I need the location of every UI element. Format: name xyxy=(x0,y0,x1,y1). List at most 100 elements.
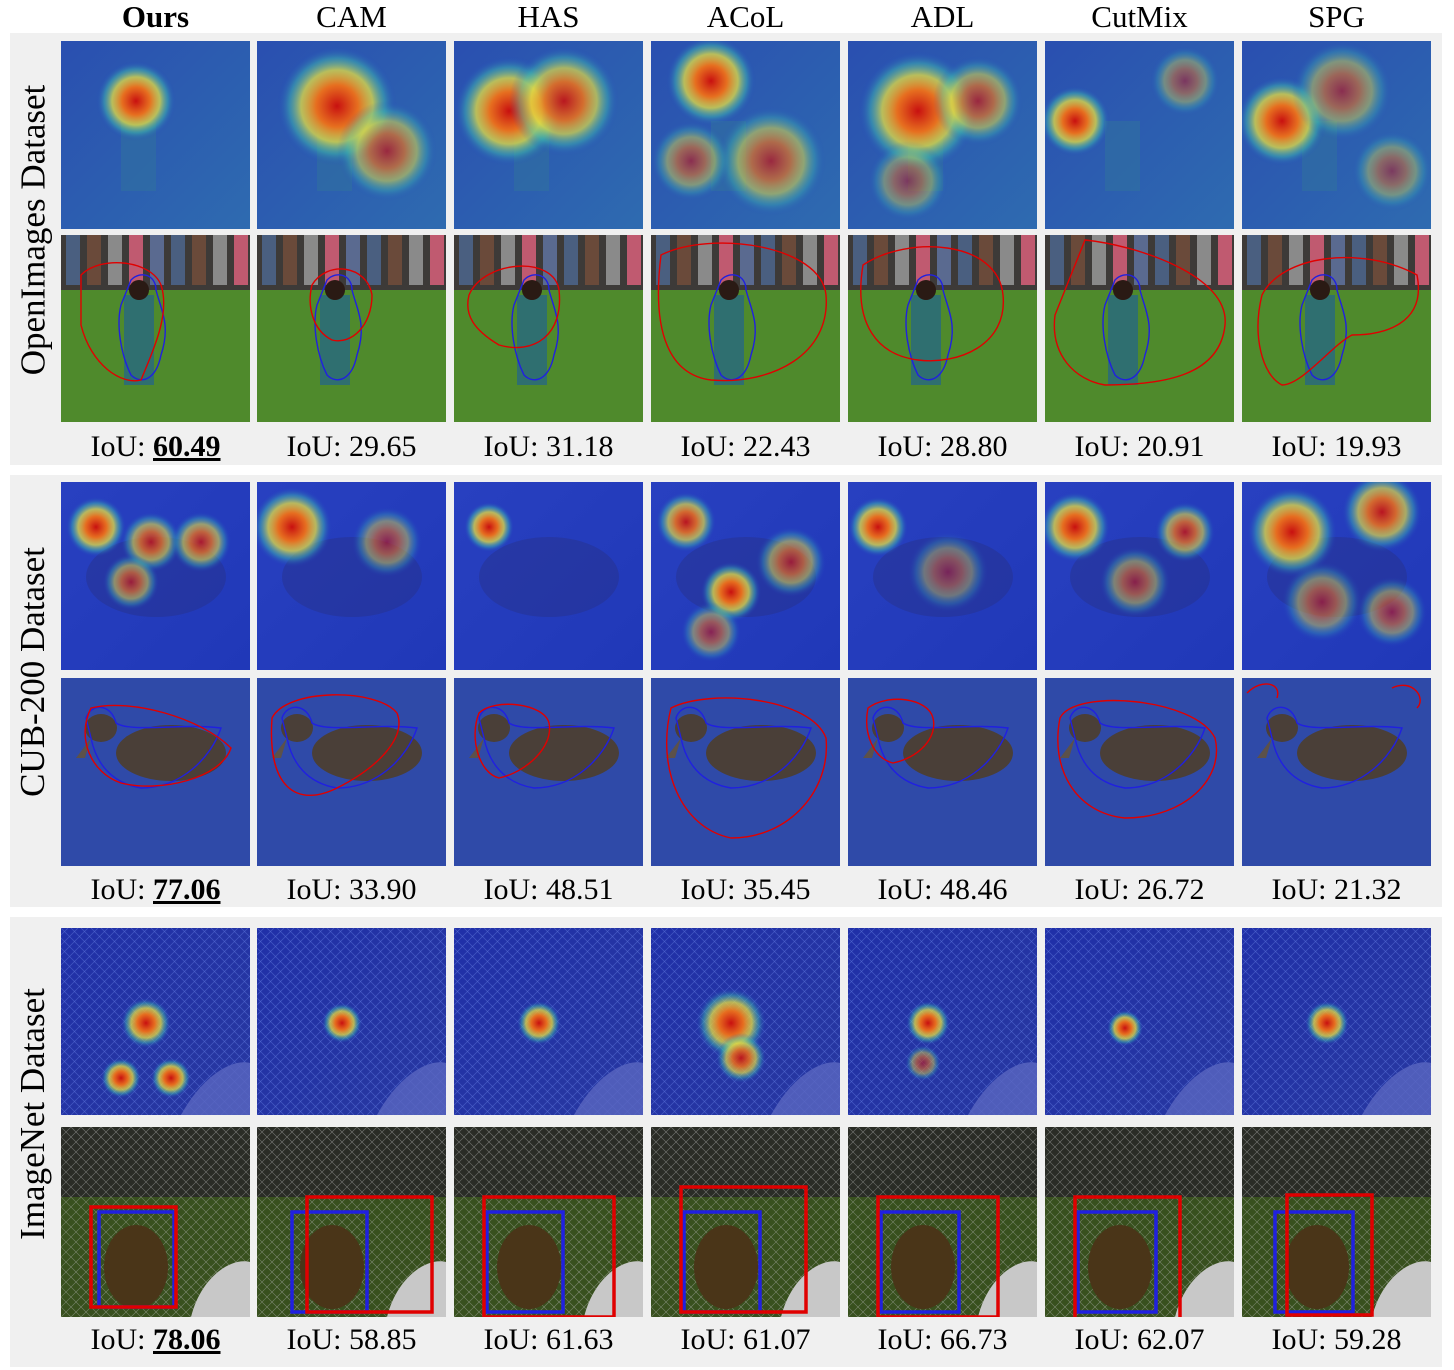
localization-child-spg xyxy=(1242,235,1431,422)
iou-prefix: IoU: xyxy=(1074,430,1130,463)
heatmap-monkey-spg xyxy=(1242,928,1431,1115)
heatmap-monkey-ours xyxy=(61,928,250,1115)
heatmap-child-cam xyxy=(257,41,446,229)
iou-prefix: IoU: xyxy=(680,873,736,906)
iou-prefix: IoU: xyxy=(286,430,342,463)
heatmap-child-cutmix xyxy=(1045,41,1234,229)
localization-monkey-acol xyxy=(651,1127,840,1317)
localization-monkey-ours xyxy=(61,1127,250,1317)
iou-prefix: IoU: xyxy=(877,1323,933,1356)
iou-monkey-spg: IoU: 59.28 xyxy=(1242,1323,1431,1357)
heatmap-bird-adl xyxy=(848,482,1037,670)
iou-monkey-has: IoU: 61.63 xyxy=(454,1323,643,1357)
heatmap-child-spg xyxy=(1242,41,1431,229)
iou-prefix: IoU: xyxy=(483,430,539,463)
iou-prefix: IoU: xyxy=(483,1323,539,1356)
iou-value: 60.49 xyxy=(153,430,221,463)
iou-value: 22.43 xyxy=(743,430,811,463)
heatmap-bird-has xyxy=(454,482,643,670)
heatmap-bird-cam xyxy=(257,482,446,670)
iou-bird-adl: IoU: 48.46 xyxy=(848,873,1037,907)
iou-prefix: IoU: xyxy=(1271,873,1327,906)
iou-monkey-cutmix: IoU: 62.07 xyxy=(1045,1323,1234,1357)
localization-child-acol xyxy=(651,235,840,422)
heatmap-child-ours xyxy=(61,41,250,229)
column-header-acol: ACoL xyxy=(706,0,785,34)
heatmap-child-adl xyxy=(848,41,1037,229)
heatmap-bird-spg xyxy=(1242,482,1431,670)
column-header-cam: CAM xyxy=(316,0,387,34)
localization-child-cam xyxy=(257,235,446,422)
iou-monkey-adl: IoU: 66.73 xyxy=(848,1323,1037,1357)
iou-monkey-ours: IoU: 78.06 xyxy=(61,1323,250,1357)
iou-value: 20.91 xyxy=(1137,430,1205,463)
iou-value: 29.65 xyxy=(349,430,417,463)
iou-value: 58.85 xyxy=(349,1323,417,1356)
heatmap-monkey-cutmix xyxy=(1045,928,1234,1115)
localization-monkey-spg xyxy=(1242,1127,1431,1317)
localization-bird-cutmix xyxy=(1045,678,1234,866)
iou-value: 61.07 xyxy=(743,1323,811,1356)
iou-child-spg: IoU: 19.93 xyxy=(1242,430,1431,464)
iou-value: 33.90 xyxy=(349,873,417,906)
iou-value: 28.80 xyxy=(940,430,1008,463)
iou-bird-ours: IoU: 77.06 xyxy=(61,873,250,907)
localization-child-cutmix xyxy=(1045,235,1234,422)
iou-value: 48.51 xyxy=(546,873,614,906)
iou-value: 78.06 xyxy=(153,1323,221,1356)
iou-prefix: IoU: xyxy=(877,430,933,463)
localization-bird-ours xyxy=(61,678,250,866)
iou-bird-cutmix: IoU: 26.72 xyxy=(1045,873,1234,907)
iou-prefix: IoU: xyxy=(1271,430,1327,463)
iou-bird-cam: IoU: 33.90 xyxy=(257,873,446,907)
heatmap-bird-acol xyxy=(651,482,840,670)
column-header-has: HAS xyxy=(517,0,580,34)
iou-monkey-acol: IoU: 61.07 xyxy=(651,1323,840,1357)
heatmap-bird-cutmix xyxy=(1045,482,1234,670)
iou-value: 21.32 xyxy=(1334,873,1402,906)
iou-prefix: IoU: xyxy=(1271,1323,1327,1356)
iou-value: 61.63 xyxy=(546,1323,614,1356)
localization-monkey-cutmix xyxy=(1045,1127,1234,1317)
iou-prefix: IoU: xyxy=(483,873,539,906)
localization-child-has xyxy=(454,235,643,422)
localization-child-adl xyxy=(848,235,1037,422)
iou-prefix: IoU: xyxy=(1074,1323,1130,1356)
iou-child-acol: IoU: 22.43 xyxy=(651,430,840,464)
iou-monkey-cam: IoU: 58.85 xyxy=(257,1323,446,1357)
iou-value: 48.46 xyxy=(940,873,1008,906)
column-header-cutmix: CutMix xyxy=(1091,0,1188,34)
iou-value: 62.07 xyxy=(1137,1323,1205,1356)
heatmap-monkey-acol xyxy=(651,928,840,1115)
localization-child-ours xyxy=(61,235,250,422)
heatmap-child-acol xyxy=(651,41,840,229)
heatmap-monkey-adl xyxy=(848,928,1037,1115)
iou-child-ours: IoU: 60.49 xyxy=(61,430,250,464)
iou-value: 35.45 xyxy=(743,873,811,906)
localization-bird-acol xyxy=(651,678,840,866)
iou-prefix: IoU: xyxy=(286,873,342,906)
iou-prefix: IoU: xyxy=(286,1323,342,1356)
localization-monkey-adl xyxy=(848,1127,1037,1317)
localization-bird-spg xyxy=(1242,678,1431,866)
iou-child-adl: IoU: 28.80 xyxy=(848,430,1037,464)
iou-child-has: IoU: 31.18 xyxy=(454,430,643,464)
heatmap-bird-ours xyxy=(61,482,250,670)
column-header-adl: ADL xyxy=(910,0,975,34)
localization-bird-adl xyxy=(848,678,1037,866)
iou-prefix: IoU: xyxy=(90,430,146,463)
localization-bird-cam xyxy=(257,678,446,866)
iou-bird-has: IoU: 48.51 xyxy=(454,873,643,907)
localization-bird-has xyxy=(454,678,643,866)
heatmap-monkey-has xyxy=(454,928,643,1115)
iou-value: 19.93 xyxy=(1334,430,1402,463)
iou-prefix: IoU: xyxy=(90,1323,146,1356)
iou-value: 31.18 xyxy=(546,430,614,463)
iou-child-cutmix: IoU: 20.91 xyxy=(1045,430,1234,464)
localization-monkey-cam xyxy=(257,1127,446,1317)
column-header-spg: SPG xyxy=(1308,0,1365,34)
iou-value: 77.06 xyxy=(153,873,221,906)
iou-prefix: IoU: xyxy=(90,873,146,906)
side-label-imagenet: ImageNet Dataset xyxy=(13,988,52,1240)
localization-monkey-has xyxy=(454,1127,643,1317)
